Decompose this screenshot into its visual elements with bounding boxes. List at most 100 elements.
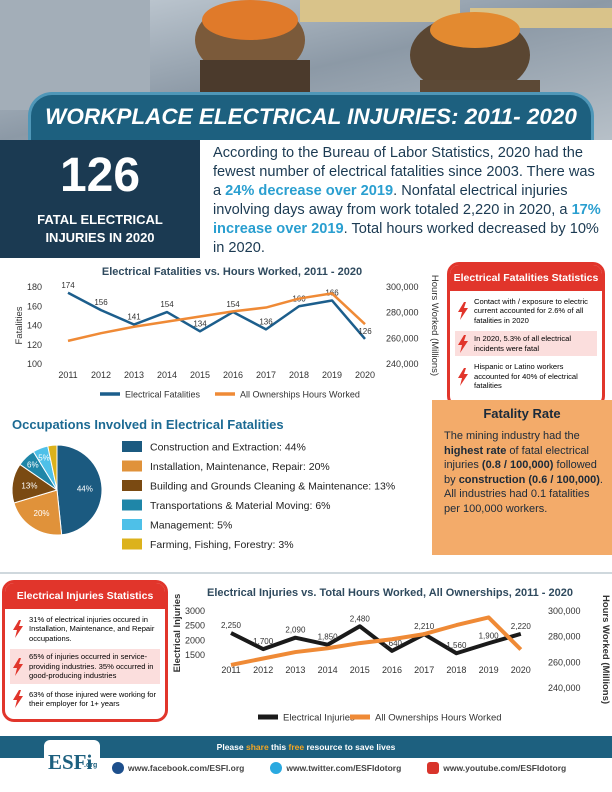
y2-tick-label: 240,000 <box>386 359 419 369</box>
legend-swatch <box>122 538 142 550</box>
x-tick-label: 2014 <box>157 370 177 380</box>
x-tick-label: 2017 <box>414 665 434 675</box>
text-segment: . Nonfatal electrical injuries involving… <box>213 182 572 218</box>
data-label: 1,850 <box>318 633 339 642</box>
slice-label: 20% <box>34 509 50 518</box>
twitter-link[interactable]: www.twitter.com/ESFIdotorg <box>270 762 401 774</box>
data-label: 1,640 <box>382 639 403 648</box>
legend-swatch <box>122 519 142 530</box>
legend-label: All Ownerships Hours Worked <box>240 390 360 400</box>
series-line <box>230 615 523 667</box>
stat-text: 63% of those injured were working for th… <box>29 689 157 709</box>
bolt-icon <box>13 690 23 709</box>
legend-label: Transportations & Material Moving: 6% <box>150 500 331 512</box>
y2-axis-label: Hours Worked (Millions) <box>429 275 440 376</box>
x-tick-label: 2016 <box>223 370 243 380</box>
data-label: 154 <box>226 300 240 309</box>
y-tick-label: 140 <box>27 321 42 331</box>
fatality-rate-text: The mining industry had the highest rate… <box>444 429 604 516</box>
data-label: 141 <box>127 313 141 322</box>
text-segment: (0.8 / 100,000) <box>481 459 554 472</box>
text-segment: . All industries had 0.1 fatalities per … <box>444 473 603 515</box>
x-tick-label: 2020 <box>511 665 531 675</box>
data-label: 2,090 <box>285 626 306 635</box>
text-segment: this <box>268 742 289 752</box>
data-label: 2,220 <box>511 622 532 631</box>
text-segment: resource to save lives <box>304 742 396 752</box>
data-label: 136 <box>259 317 273 326</box>
y-tick-label: 2500 <box>185 621 205 631</box>
legend-swatch <box>122 441 142 452</box>
data-label: 2,250 <box>221 621 242 630</box>
stat-item: 63% of those injured were working for th… <box>10 687 160 712</box>
y-tick-label: 2000 <box>185 635 205 645</box>
text-segment: construction (0.6 / 100,000) <box>458 473 600 486</box>
legend-label: Electrical Fatalities <box>125 390 201 400</box>
facebook-link[interactable]: www.facebook.com/ESFI.org <box>112 762 244 774</box>
x-tick-label: 2013 <box>124 370 144 380</box>
stat-text: 31% of electrical injuries occured in In… <box>29 615 155 643</box>
bolt-icon <box>458 367 468 386</box>
y-axis-label: Fatalities <box>14 306 25 344</box>
youtube-link[interactable]: www.youtube.com/ESFIdotorg <box>427 762 566 774</box>
pie-slice <box>13 489 63 536</box>
x-tick-label: 2011 <box>58 370 77 380</box>
x-tick-label: 2017 <box>256 370 276 380</box>
x-tick-label: 2013 <box>285 665 305 675</box>
y2-tick-label: 300,000 <box>386 282 419 292</box>
text-segment: share <box>245 742 269 752</box>
x-tick-label: 2020 <box>355 370 375 380</box>
text-segment: highest rate <box>444 444 507 457</box>
slice-label: 6% <box>27 461 39 470</box>
text-segment: free <box>288 742 305 752</box>
link-text: www.facebook.com/ESFI.org <box>128 763 245 773</box>
stat-item: 65% of injuries occurred in service-prov… <box>10 649 160 684</box>
data-label: 1,700 <box>253 637 274 646</box>
data-label: 2,210 <box>414 622 435 631</box>
divider <box>0 572 612 574</box>
y-tick-label: 120 <box>27 340 42 350</box>
stat-item: Hispanic or Latino workers accounted for… <box>455 359 597 393</box>
injury-stats-box: Electrical Injuries Statistics 31% of ele… <box>2 580 168 722</box>
slice-label: 13% <box>21 482 37 491</box>
fatality-rate-title: Fatality Rate <box>483 406 561 421</box>
title-banner: WORKPLACE ELECTRICAL INJURIES: 2011- 202… <box>28 92 594 140</box>
data-label: 1,900 <box>479 631 500 640</box>
legend-label: Management: 5% <box>150 520 232 532</box>
chart-title: Occupations Involved in Electrical Fatal… <box>12 417 284 432</box>
legend-label: Farming, Fishing, Forestry: 3% <box>150 539 294 551</box>
y2-tick-label: 280,000 <box>386 308 419 318</box>
data-label: 1,560 <box>446 641 467 650</box>
stat-caption: FATAL ELECTRICAL INJURIES IN 2020 <box>37 212 163 245</box>
bolt-icon <box>458 334 468 353</box>
x-tick-label: 2014 <box>318 665 338 675</box>
stat-text: In 2020, 5.3% of all electrical incident… <box>474 334 572 353</box>
y2-tick-label: 260,000 <box>386 333 419 343</box>
logo-suffix: .org <box>84 762 98 769</box>
text-segment: The mining industry had the <box>444 430 580 442</box>
x-tick-label: 2016 <box>382 665 402 675</box>
text-segment: 17% increase over 2019 <box>213 201 601 237</box>
legend-swatch <box>122 499 142 511</box>
logo-text: ESFi <box>48 750 93 774</box>
y2-tick-label: 280,000 <box>548 632 581 642</box>
text-segment: 24% decrease over 2019 <box>225 182 394 199</box>
text-segment: According to the Bureau of Labor Statist… <box>213 145 595 199</box>
stat-item: In 2020, 5.3% of all electrical incident… <box>455 331 597 357</box>
text-segment: . Total hours worked decreased by 10% in… <box>213 220 599 256</box>
fatality-rate-box: Fatality Rate The mining industry had th… <box>432 400 612 555</box>
y-tick-label: 3000 <box>185 606 205 616</box>
y-tick-label: 100 <box>27 359 42 369</box>
chart-title: Electrical Fatalities vs. Hours Worked, … <box>102 266 362 278</box>
legend-label: Installation, Maintenance, Repair: 20% <box>150 461 330 473</box>
stat-item: 31% of electrical injuries occured in In… <box>10 612 160 646</box>
y2-tick-label: 260,000 <box>548 657 581 667</box>
x-tick-label: 2019 <box>479 665 499 675</box>
logo: ESFi .org <box>44 740 100 780</box>
x-tick-label: 2018 <box>289 370 309 380</box>
stat-text: 65% of injuries occurred in service-prov… <box>29 652 154 681</box>
text-segment: Please <box>216 742 246 752</box>
link-text: www.twitter.com/ESFIdotorg <box>286 763 402 773</box>
pie-slice <box>56 444 103 536</box>
